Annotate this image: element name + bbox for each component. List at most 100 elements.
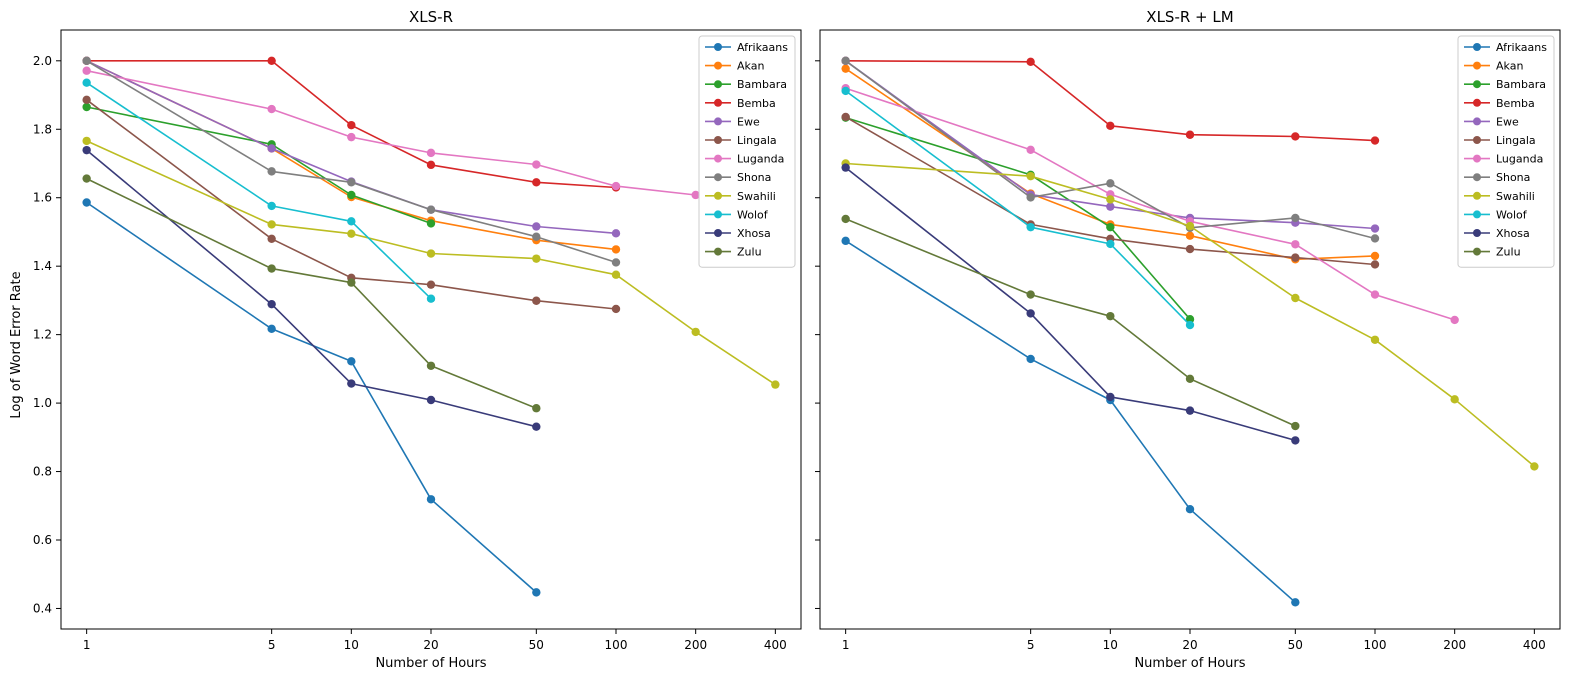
series-swahili — [82, 136, 780, 389]
series-zulu — [841, 214, 1300, 431]
data-point-swahili — [1530, 462, 1539, 471]
data-point-luganda — [267, 104, 276, 114]
data-point-wolof — [267, 201, 276, 211]
legend-marker — [714, 61, 722, 70]
legend-label: Luganda — [737, 153, 784, 166]
legend-frame — [698, 35, 796, 268]
data-point-lingala — [1185, 244, 1195, 254]
legend-marker — [1473, 80, 1481, 89]
x-tick-label: 5 — [268, 638, 276, 652]
legend-item-shona: Shona — [705, 171, 771, 184]
legend-label: Shona — [737, 171, 771, 184]
series-lingala — [841, 112, 1380, 269]
data-point-bemba — [1185, 130, 1195, 139]
data-point-xhosa — [1106, 392, 1115, 402]
plot-frame — [819, 29, 1561, 630]
data-point-luganda — [426, 148, 436, 158]
data-point-luganda — [1450, 315, 1459, 325]
legend-item-bambara: Bambara — [705, 78, 787, 91]
chart-title: XLS-R — [409, 8, 453, 26]
y-tick-label: 0.4 — [33, 601, 52, 615]
x-axis-label: Number of Hours — [1134, 656, 1245, 671]
data-point-zulu — [267, 264, 276, 273]
data-point-ewe — [611, 229, 621, 238]
legend-marker — [714, 191, 722, 200]
series-zulu — [82, 174, 541, 413]
data-point-lingala — [1291, 253, 1300, 262]
data-point-lingala — [841, 112, 850, 122]
data-point-xhosa — [532, 422, 541, 431]
x-tick-label: 50 — [529, 638, 544, 652]
data-point-akan — [1185, 231, 1195, 240]
data-point-afrikaans — [841, 236, 850, 246]
data-point-shona — [1106, 179, 1115, 188]
data-point-afrikaans — [426, 495, 436, 504]
legend-item-swahili: Swahili — [1464, 190, 1535, 203]
data-point-xhosa — [1026, 309, 1035, 318]
legend-marker — [1473, 191, 1481, 200]
y-tick-label: 1.2 — [33, 328, 52, 342]
data-point-swahili — [691, 327, 700, 337]
data-point-xhosa — [267, 299, 276, 309]
data-point-swahili — [267, 220, 276, 229]
legend-marker — [1473, 173, 1481, 182]
data-point-shona — [347, 178, 356, 187]
data-point-xhosa — [1185, 406, 1195, 415]
data-point-lingala — [82, 95, 91, 105]
legend-label: Bambara — [1496, 78, 1546, 91]
data-point-bemba — [347, 120, 356, 130]
legend-marker — [714, 98, 722, 107]
legend-marker — [714, 80, 722, 89]
legend-label: Xhosa — [1496, 227, 1530, 240]
legend-item-wolof: Wolof — [705, 208, 769, 221]
data-point-xhosa — [426, 395, 436, 405]
legend-item-bambara: Bambara — [1464, 78, 1546, 91]
data-point-akan — [611, 245, 621, 254]
data-point-zulu — [532, 404, 541, 413]
legend-label: Shona — [1496, 171, 1530, 184]
legend-label: Wolof — [737, 208, 769, 221]
legend-marker — [1473, 98, 1481, 107]
data-point-shona — [426, 205, 436, 214]
data-point-bemba — [267, 56, 276, 66]
legend: Afrikaans Akan Bambara Bemba Ewe Lingala Lugan… — [698, 35, 796, 268]
x-axis-label: Number of Hours — [375, 656, 486, 671]
data-point-zulu — [82, 174, 91, 183]
legend-item-swahili: Swahili — [705, 190, 776, 203]
legend-item-xhosa: Xhosa — [705, 227, 771, 240]
legend: Afrikaans Akan Bambara Bemba Ewe Lingala Lugan… — [1457, 35, 1555, 268]
legend-marker — [714, 154, 722, 163]
data-point-shona — [841, 56, 850, 66]
x-tick-label: 400 — [764, 638, 787, 652]
chart-panel-xls-r-lm: XLS-R + LM Number of Hours 1 5 10 20 50 100 200 4… — [815, 8, 1561, 671]
y-axis-label: Log of Word Error Rate — [9, 271, 24, 418]
legend-label: Wolof — [1496, 208, 1528, 221]
series-xhosa — [82, 145, 541, 431]
data-point-xhosa — [841, 163, 850, 172]
data-point-ewe — [1106, 202, 1115, 211]
data-point-zulu — [1026, 290, 1035, 299]
x-tick-label: 1 — [842, 638, 850, 652]
series-line-lingala — [86, 99, 617, 310]
data-point-zulu — [1106, 311, 1115, 321]
series-line-lingala — [845, 116, 1376, 266]
data-point-shona — [1370, 234, 1380, 243]
data-point-akan — [841, 64, 850, 73]
data-point-bambara — [1185, 315, 1195, 324]
legend-marker — [1473, 117, 1481, 126]
legend-label: Ewe — [737, 115, 760, 128]
legend-item-shona: Shona — [1464, 171, 1530, 184]
legend-label: Akan — [737, 60, 764, 73]
legend-item-xhosa: Xhosa — [1464, 227, 1530, 240]
series-swahili — [841, 159, 1539, 471]
chart-title: XLS-R + LM — [1146, 8, 1233, 26]
legend-label: Xhosa — [737, 227, 771, 240]
legend-marker — [1473, 247, 1481, 256]
legend-label: Ewe — [1496, 115, 1519, 128]
series-wolof — [841, 86, 1195, 330]
data-point-wolof — [1106, 239, 1115, 249]
data-point-afrikaans — [347, 357, 356, 366]
data-point-ewe — [267, 144, 276, 153]
series-line-swahili — [86, 140, 776, 386]
series-line-wolof — [845, 90, 1191, 326]
